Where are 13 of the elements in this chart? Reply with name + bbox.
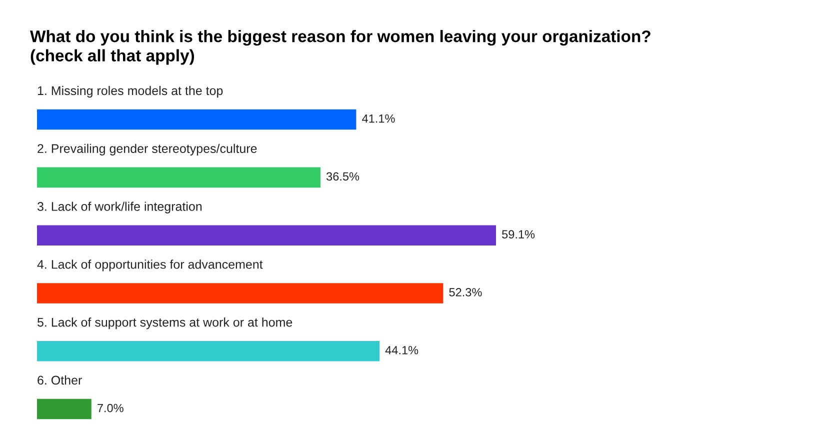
- y-tick-label: 6. Other: [38, 375, 82, 385]
- data-label: 59.1%: [502, 230, 535, 239]
- chart-title: What do you think is the biggest reason for women leaving your organization? (check all that apply): [30, 30, 650, 65]
- y-tick-label: 2. Prevailing gender stereotypes/culture: [38, 144, 257, 156]
- y-tick-label: 5. Lack of support systems at work or at home: [38, 318, 292, 330]
- y-tick-label: 3. Lack of work/life integration: [37, 202, 202, 214]
- data-label: 36.5%: [326, 172, 360, 181]
- data-label: 52.3%: [449, 288, 482, 296]
- y-tick-label: 1. Missing roles models at the top: [38, 86, 223, 98]
- data-label: 7.0%: [98, 404, 124, 412]
- data-label: 44.1%: [385, 346, 418, 354]
- y-tick-label: 4. Lack of opportunities for advancement: [37, 260, 263, 272]
- data-label: 41.1%: [362, 114, 395, 123]
